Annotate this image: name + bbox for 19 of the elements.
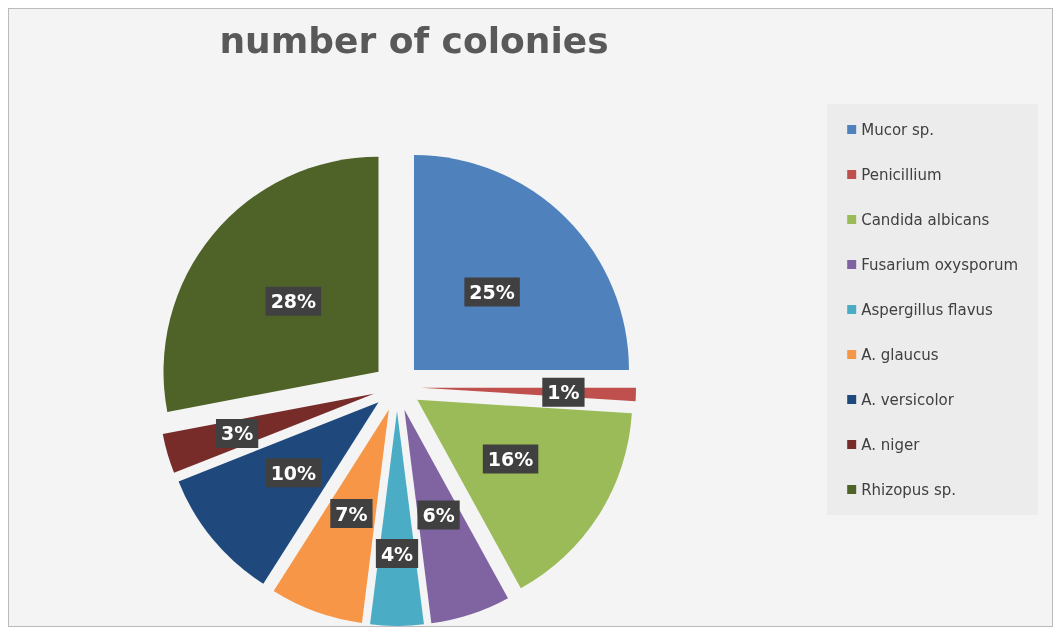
legend-label: A. versicolor — [861, 390, 955, 409]
data-label: 1% — [547, 381, 580, 404]
legend-label: Fusarium oxysporum — [861, 255, 1018, 274]
data-label: 3% — [220, 422, 254, 445]
legend-label: Penicillium — [861, 165, 942, 184]
legend-label: A. glaucus — [861, 345, 939, 364]
data-label: 25% — [469, 280, 515, 303]
legend-label: Candida albicans — [861, 210, 990, 229]
data-label: 7% — [335, 502, 368, 525]
data-label: 6% — [422, 503, 455, 526]
data-label: 28% — [270, 290, 317, 313]
data-label: 4% — [380, 542, 414, 565]
chart-title: number of colonies — [219, 19, 609, 61]
data-label: 10% — [270, 461, 317, 484]
legend-label: Mucor sp. — [861, 120, 935, 139]
legend-label: Rhizopus sp. — [861, 480, 957, 499]
legend-label: Aspergillus flavus — [861, 300, 994, 319]
legend-label: A. niger — [861, 435, 921, 454]
data-label: 16% — [487, 448, 534, 471]
